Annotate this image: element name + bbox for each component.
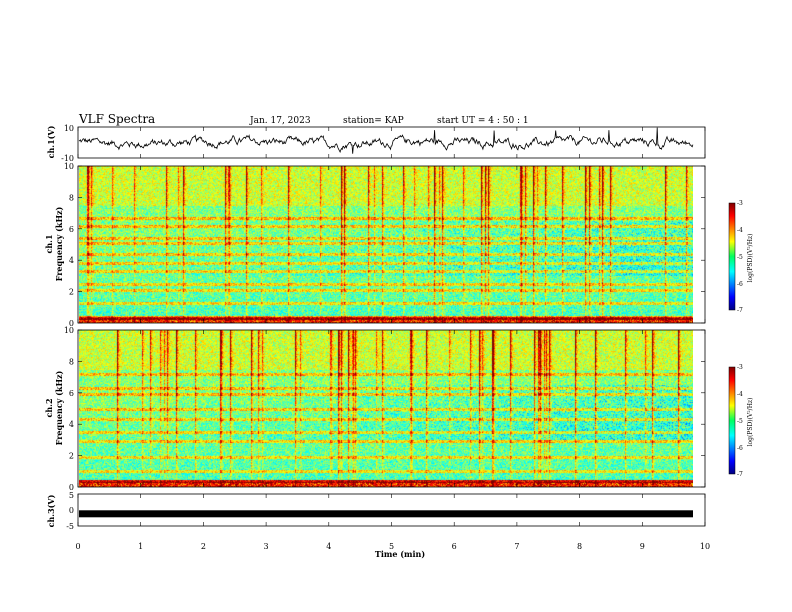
ch1-colorbar: -3 -4 -5 -6 -7 log(PSD)(V²/Hz): [728, 200, 754, 314]
x-tick-label-1: 1: [138, 542, 143, 551]
ch1-waveform-panel: 10 -10 ch.1(V): [46, 124, 706, 163]
spec1-ytick-8: 8: [69, 193, 74, 202]
cb2-tick-7: -7: [737, 471, 743, 478]
ch1-ylabel: ch.1(V): [46, 125, 56, 158]
ch2-spectrogram-panel: 0 2 4 6 8 10 ch.2 Frequency (kHz): [44, 326, 706, 492]
station-label: station= KAP: [343, 116, 404, 126]
cb1-tick-3: -3: [737, 200, 743, 207]
x-axis-label: Time (min): [375, 549, 425, 559]
figure-title: VLF Spectra: [78, 112, 155, 126]
x-tick-label-7: 7: [514, 542, 519, 551]
x-tick-label-4: 4: [326, 542, 331, 551]
spec1-ytick-4: 4: [69, 256, 74, 265]
ch1-ytick-bottom: -10: [61, 154, 74, 163]
start-time-label: start UT = 4 : 50 : 1: [437, 116, 529, 126]
ch1-ytick-top: 10: [64, 124, 74, 133]
cb1-tick-7: -7: [737, 307, 743, 314]
ch3-ytick-0: 0: [69, 506, 74, 515]
cb2-tick-3: -3: [737, 364, 743, 371]
ch3-ytick-minus5: -5: [66, 522, 74, 531]
cb2-tick-5: -5: [737, 418, 743, 425]
spec2-ytick-10: 10: [64, 326, 74, 335]
ch1-spectrogram-image: [79, 166, 693, 323]
x-tick-label-6: 6: [452, 542, 457, 551]
ch1-spectrogram-panel: 0 2 4 6 8 10 ch.1 Frequency (kHz): [44, 162, 706, 328]
x-tick-label-8: 8: [577, 542, 582, 551]
ch1-waveform-line: [78, 127, 694, 154]
x-tick-label-2: 2: [201, 542, 206, 551]
spec1-ytick-2: 2: [69, 288, 74, 297]
ch3-waveform-panel: 5 0 -5 ch.3(V): [46, 491, 706, 531]
cb1-tick-5: -5: [737, 254, 743, 261]
spec1-ytick-10: 10: [64, 162, 74, 171]
x-tick-label-9: 9: [640, 542, 645, 551]
ch2-spec-ylabel-ch: ch.2: [44, 398, 54, 417]
spec2-ytick-8: 8: [69, 357, 74, 366]
x-tick-label-3: 3: [264, 542, 269, 551]
ch2-spec-ylabel-freq: Frequency (kHz): [54, 370, 64, 445]
spec1-ytick-6: 6: [69, 225, 74, 234]
cb2-tick-6: -6: [737, 445, 743, 452]
spec2-ytick-4: 4: [69, 420, 74, 429]
x-tick-label-0: 0: [75, 542, 80, 551]
cb1-tick-4: -4: [737, 227, 743, 234]
cb1-label: log(PSD)(V²/Hz): [747, 234, 754, 283]
x-tick-label-10: 10: [700, 542, 710, 551]
ch3-waveform-trace: [79, 510, 693, 518]
date-label: Jan. 17, 2023: [249, 116, 311, 126]
ch2-spectrogram-image: [79, 330, 693, 487]
cb1-tick-6: -6: [737, 281, 743, 288]
cb2-tick-4: -4: [737, 391, 743, 398]
spec2-ytick-6: 6: [69, 389, 74, 398]
ch2-colorbar: -3 -4 -5 -6 -7 log(PSD)(V²/Hz): [728, 364, 754, 478]
spec1-ytick-0: 0: [69, 319, 74, 328]
spec2-ytick-0: 0: [69, 483, 74, 492]
spec2-ytick-2: 2: [69, 452, 74, 461]
ch1-spec-ylabel-ch: ch.1: [44, 234, 54, 253]
cb2-label: log(PSD)(V²/Hz): [747, 398, 754, 447]
ch3-ylabel: ch.3(V): [46, 494, 56, 527]
x-tick-label-5: 5: [389, 542, 394, 551]
ch3-ytick-5: 5: [69, 491, 74, 500]
ch1-spec-ylabel-freq: Frequency (kHz): [54, 206, 64, 281]
